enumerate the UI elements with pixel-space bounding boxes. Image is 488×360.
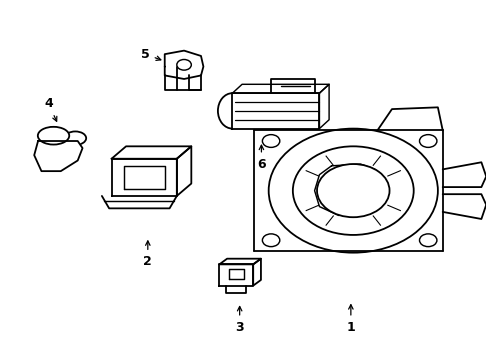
Text: 3: 3 [235,306,244,334]
Circle shape [316,164,389,217]
Text: 2: 2 [143,241,152,268]
Ellipse shape [38,127,69,145]
Text: 5: 5 [141,48,161,61]
Polygon shape [219,259,261,264]
Polygon shape [111,146,191,159]
Polygon shape [177,146,191,196]
Polygon shape [111,159,177,196]
Polygon shape [314,164,386,215]
Polygon shape [253,259,261,285]
Text: 6: 6 [257,145,265,171]
Circle shape [177,59,191,70]
Circle shape [268,129,437,253]
Polygon shape [219,264,253,285]
Polygon shape [34,141,82,171]
Text: 4: 4 [44,97,57,121]
Polygon shape [164,51,203,79]
Circle shape [419,234,436,247]
Polygon shape [232,84,328,93]
Ellipse shape [64,131,86,145]
Polygon shape [319,84,328,129]
Circle shape [262,135,279,147]
Circle shape [262,234,279,247]
Text: 1: 1 [346,305,354,334]
Circle shape [419,135,436,147]
Polygon shape [232,93,319,129]
